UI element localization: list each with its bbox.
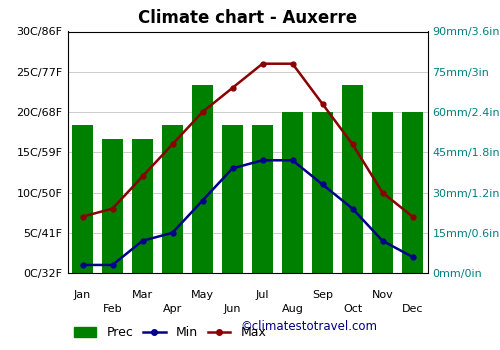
Text: Sep: Sep [312,290,333,300]
Bar [312,112,333,273]
Bar [372,112,393,273]
Bar [132,139,153,273]
Text: Oct: Oct [343,304,362,314]
Bar [222,125,243,273]
Text: May: May [191,290,214,300]
Bar [282,112,303,273]
Text: Dec: Dec [402,304,423,314]
Legend: Prec, Min, Max: Prec, Min, Max [74,326,266,340]
Bar [102,139,123,273]
Text: ©climatestotravel.com: ©climatestotravel.com [240,320,378,333]
Text: Aug: Aug [282,304,304,314]
Text: Jun: Jun [224,304,241,314]
Text: Jan: Jan [74,290,91,300]
Text: Nov: Nov [372,290,394,300]
Bar [402,112,423,273]
Text: Feb: Feb [102,304,122,314]
Text: Mar: Mar [132,290,153,300]
Text: Apr: Apr [163,304,182,314]
Bar [252,125,273,273]
Bar [162,125,183,273]
Bar [192,85,213,273]
Bar [342,85,363,273]
Bar [72,125,93,273]
Title: Climate chart - Auxerre: Climate chart - Auxerre [138,9,357,27]
Text: Jul: Jul [256,290,269,300]
